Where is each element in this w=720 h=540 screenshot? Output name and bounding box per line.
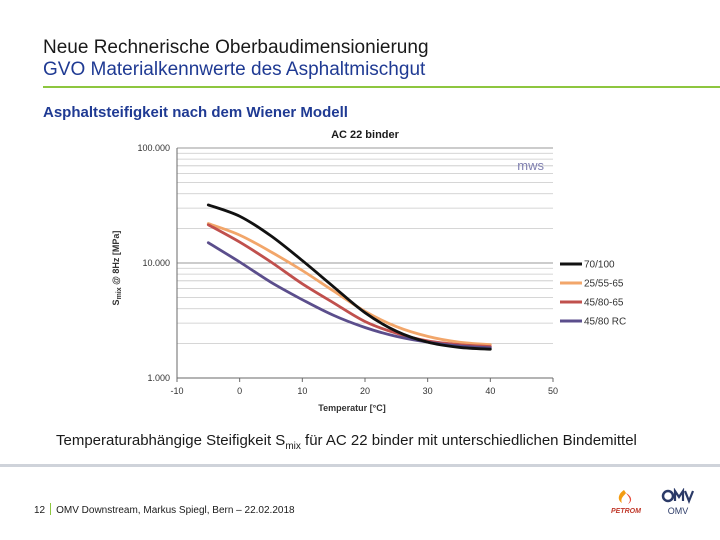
y-axis-label: Smix @ 8Hz [MPa] (111, 231, 123, 306)
page-number: 12 (34, 505, 46, 516)
slide-title-line2: GVO Materialkennwerte des Asphaltmischgu… (43, 59, 426, 80)
footer: 12 OMV Downstream, Markus Spiegl, Bern – … (34, 503, 295, 516)
y-axis-label-subscript: mix (116, 287, 123, 299)
x-tick-label: 20 (360, 386, 370, 396)
x-axis-label: Temperatur [°C] (318, 403, 385, 413)
chart-caption: Temperaturabhängige Steifigkeit Smix für… (56, 432, 637, 452)
x-tick-label: 30 (423, 386, 433, 396)
slide-title-line1: Neue Rechnerische Oberbaudimensionierung (43, 37, 429, 58)
chart-watermark: mws (517, 158, 544, 173)
x-tick-label: 0 (237, 386, 242, 396)
x-tick-label: -10 (170, 386, 183, 396)
petrom-logo: PETROM (611, 490, 641, 515)
y-tick-label: 10.000 (142, 258, 170, 268)
title-divider (43, 86, 720, 88)
x-tick-label: 50 (548, 386, 558, 396)
omv-logo: OMV (661, 488, 695, 516)
y-tick-label: 1.000 (147, 373, 170, 383)
slide-subtitle: Asphaltsteifigkeit nach dem Wiener Model… (43, 104, 348, 121)
series-line-45-80-RC (206, 241, 492, 350)
caption-text-rest: für AC 22 binder mit unterschiedlichen B… (300, 432, 637, 449)
legend-label: 25/55-65 (584, 279, 624, 290)
series-line-45-80-65 (206, 223, 492, 348)
caption-text: Temperaturabhängige Steifigkeit S (56, 432, 286, 449)
x-tick-label: 10 (297, 386, 307, 396)
legend-label: 45/80-65 (584, 298, 624, 309)
stiffness-chart: 1.000 10.000 100.000 -10 0 10 20 30 40 50 AC 22 bi… (111, 129, 626, 413)
petrom-logo-text: PETROM (611, 508, 641, 515)
x-tick-label: 40 (485, 386, 495, 396)
y-axis-label-main: S (111, 299, 121, 305)
footer-text: OMV Downstream, Markus Spiegl, Bern – 22… (56, 505, 295, 516)
series-line-25-55-65 (206, 222, 492, 346)
footer-divider (0, 464, 720, 467)
omv-logo-text: OMV (668, 506, 689, 516)
legend-label: 45/80 RC (584, 317, 626, 328)
series-line-70-100 (206, 203, 492, 351)
y-tick-label: 100.000 (137, 143, 170, 153)
caption-subscript: mix (285, 441, 301, 452)
legend-label: 70/100 (584, 260, 615, 271)
footer-separator (50, 503, 52, 515)
y-axis-label-rest: @ 8Hz [MPa] (111, 231, 121, 288)
chart-title: AC 22 binder (331, 129, 400, 141)
